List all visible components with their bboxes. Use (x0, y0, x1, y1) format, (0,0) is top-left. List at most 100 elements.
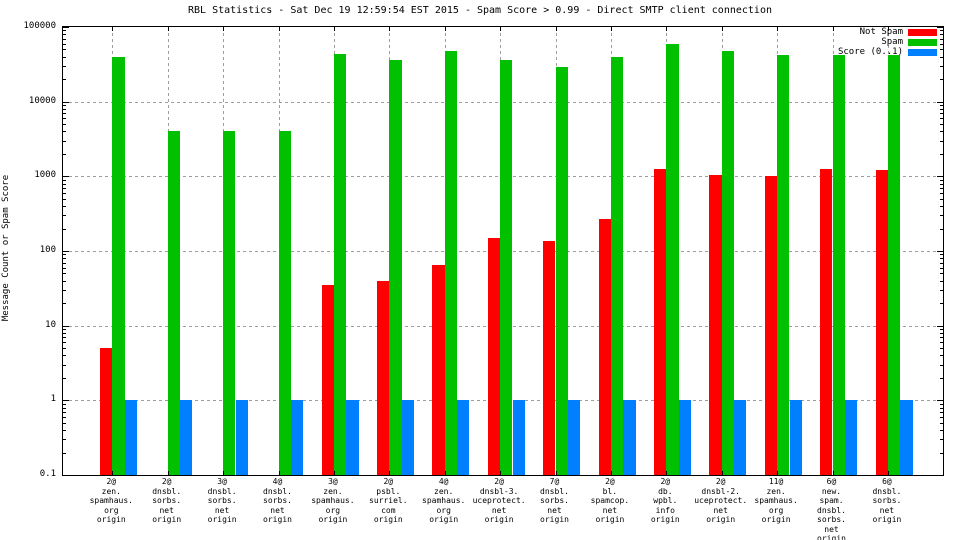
y-tick-minor (940, 262, 943, 264)
bar-not-spam (820, 169, 833, 475)
y-tick-minor (63, 267, 66, 269)
x-tick-top (278, 27, 280, 31)
y-tick-major (937, 101, 943, 103)
y-tick-minor (63, 131, 66, 133)
x-category-label: 4@ dnsbl. sorbs. net origin (263, 477, 292, 524)
x-category-label: 6@ new. spam. dnsbl. sorbs. net origin (817, 477, 846, 540)
y-tick-minor (940, 254, 943, 256)
y-tick-major (937, 325, 943, 327)
x-tick-bottom (887, 471, 889, 475)
y-tick-minor (63, 411, 66, 413)
y-tick-minor (940, 303, 943, 305)
x-category-label: 2@ zen. spamhaus. org origin (89, 477, 133, 524)
x-tick-bottom (223, 471, 225, 475)
bar-not-spam (432, 264, 445, 475)
y-tick-minor (63, 407, 66, 409)
bar-score-0-1- (900, 400, 913, 475)
y-tick-minor (940, 113, 943, 115)
y-tick-minor (63, 38, 66, 40)
y-tick-label: 100 (39, 245, 56, 255)
y-tick-minor (940, 407, 943, 409)
bar-spam (167, 131, 181, 475)
x-tick-bottom (500, 471, 502, 475)
y-tick-minor (940, 140, 943, 142)
x-tick-top (555, 27, 557, 31)
y-tick-minor (940, 198, 943, 200)
y-tick-minor (940, 280, 943, 282)
y-tick-minor (63, 108, 66, 110)
x-category-label: 3@ zen. spamhaus. org origin (311, 477, 355, 524)
legend-label: Score (0..1) (837, 47, 903, 57)
legend-row: Spam (838, 37, 937, 47)
y-tick-minor (940, 258, 943, 260)
bar-score-0-1- (290, 400, 304, 475)
y-tick-minor (63, 348, 66, 350)
bar-score-0-1- (235, 400, 248, 475)
legend-label: Spam (881, 37, 903, 47)
y-tick-minor (63, 124, 66, 126)
y-tick-minor (63, 332, 66, 334)
x-category-label: 2@ dnsbl-3. uceprotect. net origin (472, 477, 526, 524)
y-tick-minor (63, 49, 66, 51)
bar-spam (887, 55, 901, 475)
x-tick-bottom (167, 471, 169, 475)
legend: Not Spam Spam Score (0..1) (837, 28, 937, 59)
y-tick-minor (63, 179, 66, 181)
y-tick-major (937, 176, 943, 178)
y-tick-minor (940, 342, 943, 344)
y-tick-minor (940, 439, 943, 441)
y-tick-minor (63, 355, 66, 357)
y-tick-minor (940, 348, 943, 350)
y-tick-minor (63, 364, 66, 366)
bar-not-spam (321, 285, 334, 475)
bar-spam (721, 51, 735, 475)
y-tick-minor (63, 215, 66, 217)
y-tick-minor (63, 280, 66, 282)
y-tick-minor (63, 439, 66, 441)
y-tick-minor (63, 452, 66, 454)
legend-swatch-score-0-1- (908, 49, 937, 56)
y-tick-label: 1000 (34, 170, 56, 181)
bar-score-0-1- (844, 400, 858, 475)
y-tick-label: 100000 (23, 21, 56, 31)
bar-not-spam (487, 237, 501, 475)
bar-spam (278, 131, 291, 475)
legend-swatch-spam (908, 39, 937, 46)
x-tick-top (167, 27, 169, 31)
bar-score-0-1- (678, 400, 692, 475)
y-tick-minor (940, 131, 943, 133)
y-tick-major (937, 27, 943, 28)
y-tick-minor (940, 66, 943, 68)
bar-score-0-1- (789, 400, 802, 475)
y-tick-minor (940, 355, 943, 357)
y-tick-major (63, 101, 69, 103)
y-tick-minor (63, 303, 66, 305)
y-tick-minor (940, 56, 943, 58)
chart-title: RBL Statistics - Sat Dec 19 12:59:54 EST… (188, 5, 772, 16)
x-tick-bottom (112, 471, 114, 475)
bar-score-0-1- (346, 400, 359, 475)
bar-not-spam (875, 170, 888, 475)
y-tick-major (937, 400, 943, 402)
x-tick-top (666, 27, 668, 31)
y-tick-minor (940, 215, 943, 217)
y-tick-minor (63, 105, 66, 107)
x-tick-top (223, 27, 225, 31)
y-tick-minor (63, 66, 66, 68)
y-tick-minor (63, 140, 66, 142)
y-tick-minor (63, 79, 66, 81)
x-category-label: 4@ zen. spamhaus. org origin (422, 477, 466, 524)
y-tick-minor (940, 267, 943, 269)
bar-not-spam (764, 176, 778, 475)
bar-spam (333, 54, 347, 475)
y-tick-minor (63, 34, 66, 36)
bar-not-spam (709, 174, 722, 475)
y-tick-minor (940, 187, 943, 189)
bar-score-0-1- (457, 400, 470, 475)
x-tick-bottom (666, 471, 668, 475)
x-category-label: 11@ zen. spamhaus. org origin (754, 477, 798, 524)
y-tick-major (63, 475, 69, 476)
bar-score-0-1- (512, 400, 525, 475)
bar-spam (555, 67, 568, 475)
y-tick-minor (940, 30, 943, 32)
